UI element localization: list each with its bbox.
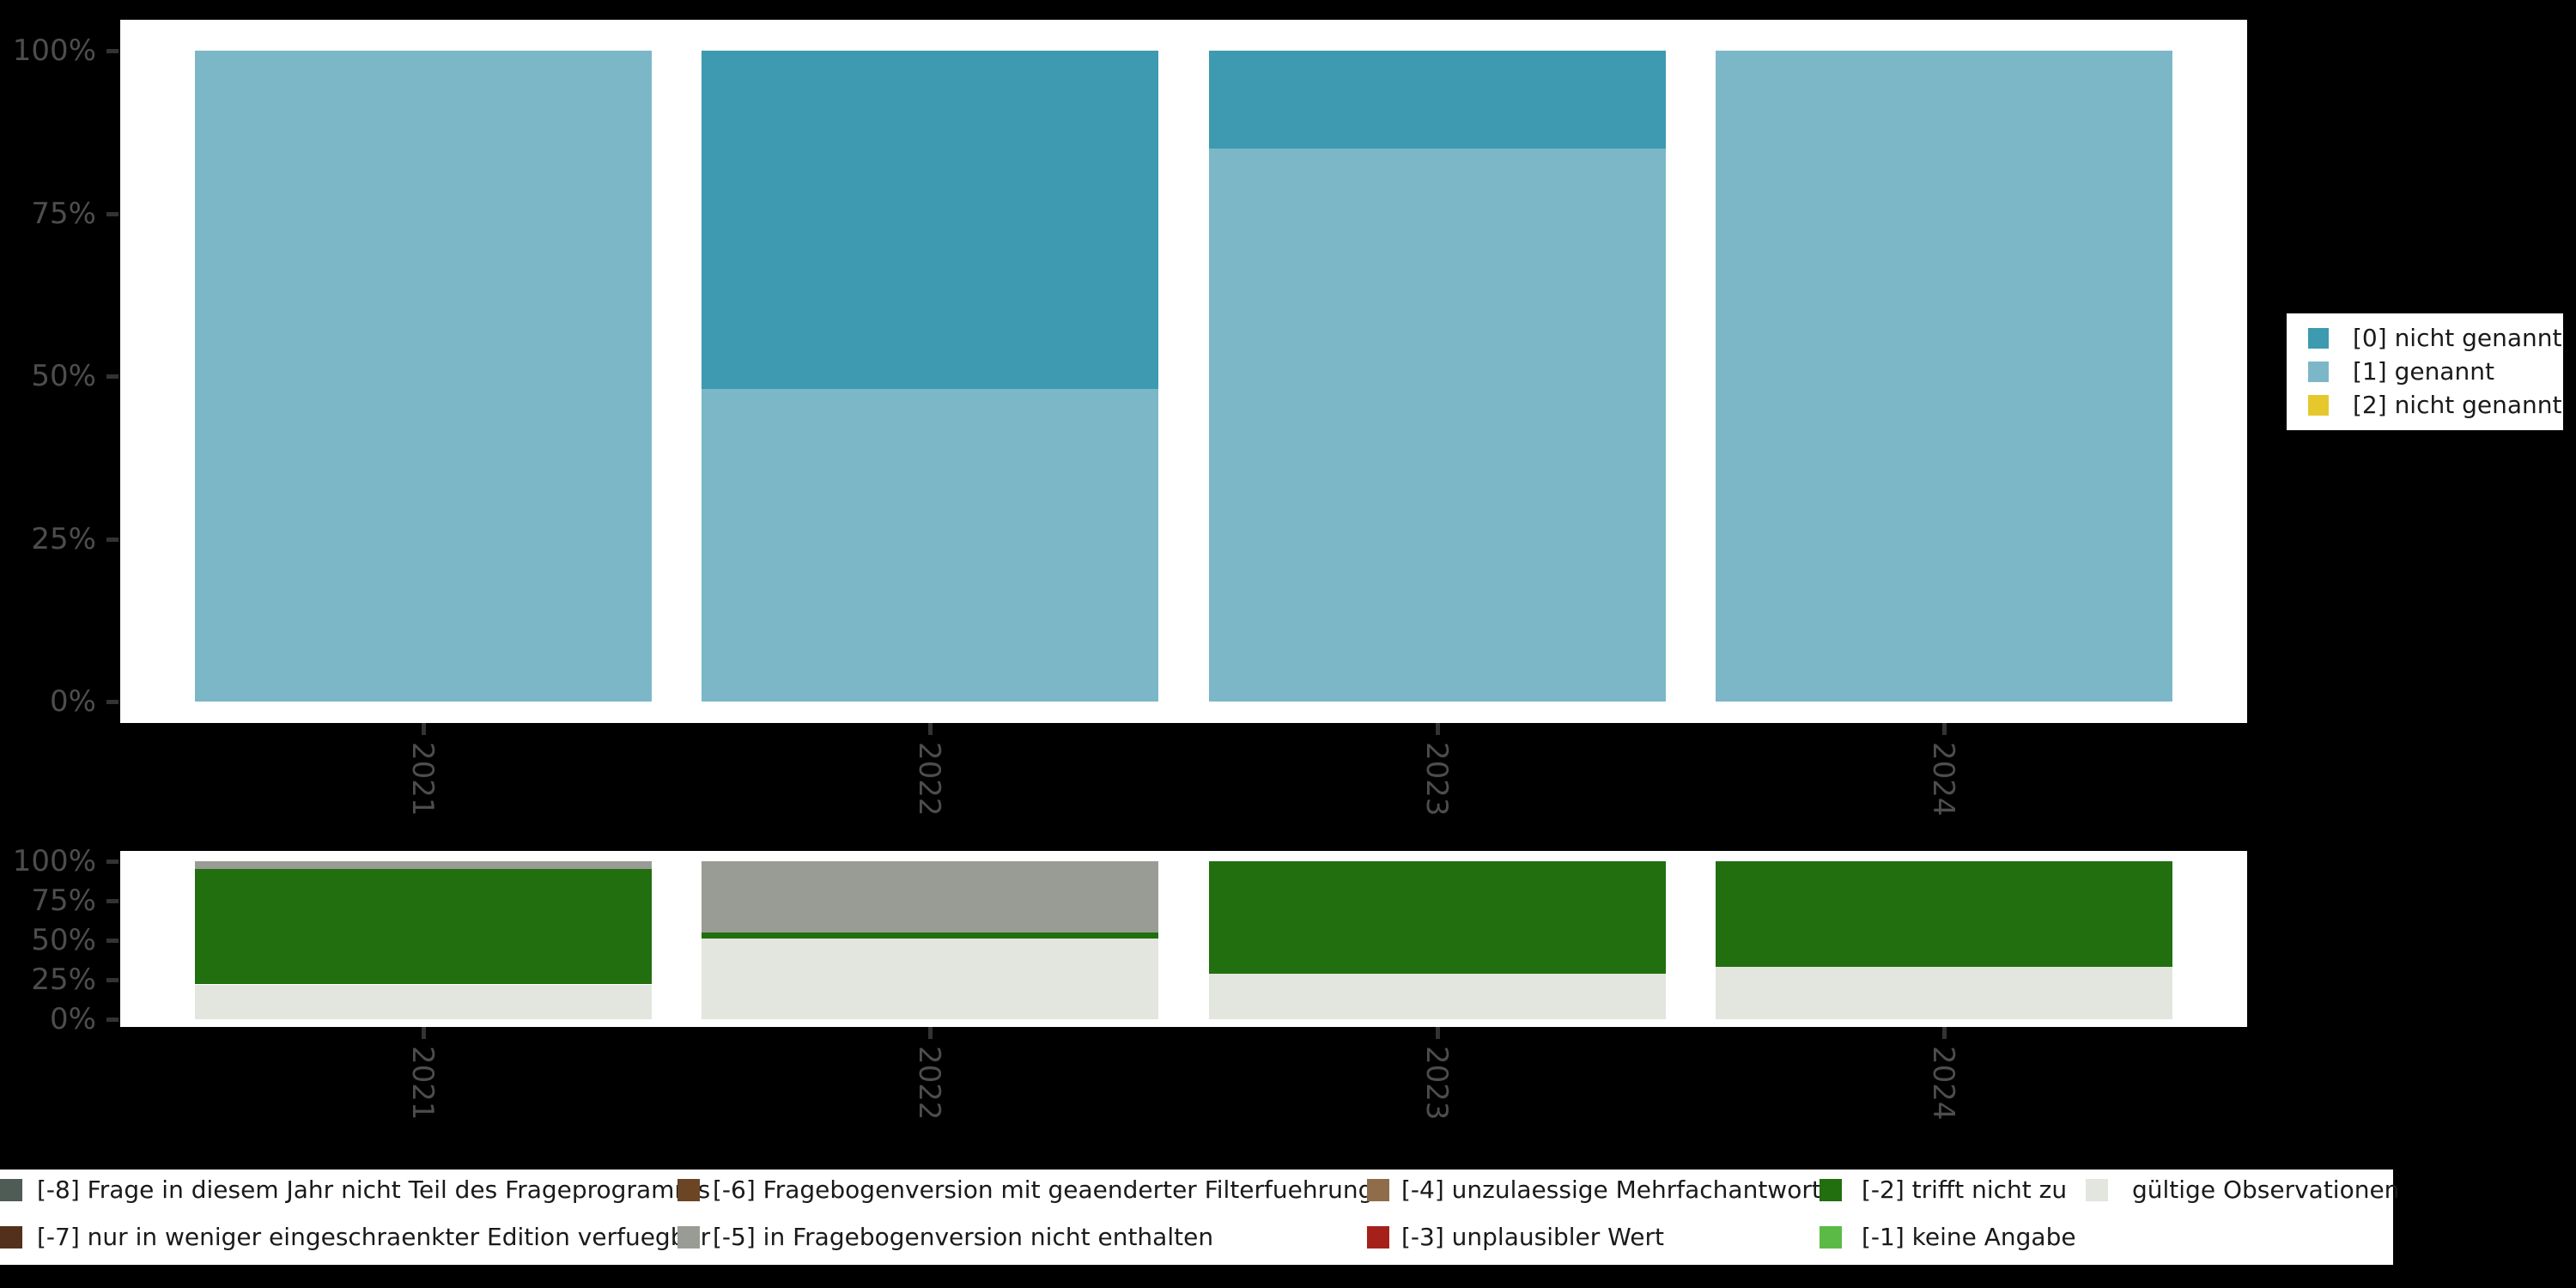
legend-swatch (0, 1179, 22, 1201)
x-axis-tick-label: 2022 (912, 1046, 946, 1121)
legend-label: [-5] in Fragebogenversion nicht enthalte… (713, 1222, 1214, 1251)
bar-segment-2022-cat1 (702, 389, 1158, 702)
legend-label: [-4] unzulaessige Mehrfachantwort (1401, 1175, 1821, 1204)
legend-swatch (1367, 1179, 1389, 1201)
legend-label: [-1] keine Angabe (1862, 1222, 2076, 1251)
bar-segment-2021-cat1 (195, 51, 652, 702)
legend-swatch (0, 1226, 22, 1249)
legend-box: [0] nicht genannt [1] genannt [2] nicht ge… (2287, 313, 2563, 430)
legend-swatch (1367, 1226, 1389, 1249)
bar-segment-2023-cat0 (1209, 51, 1666, 149)
x-tick-mark (1436, 1027, 1440, 1039)
x-tick-mark (928, 723, 933, 735)
y-axis-tick-label: 100% (12, 33, 96, 68)
legend-entry: [1] genannt (2308, 356, 2563, 386)
y-axis-tick-label: 25% (31, 522, 96, 556)
legend-swatch (1820, 1226, 1842, 1249)
legend-swatch (2308, 327, 2329, 349)
legend-entry: [0] nicht genannt (2308, 323, 2563, 352)
x-axis-tick-label: 2024 (1926, 742, 1960, 817)
y-tick-mark (106, 939, 118, 943)
bar-segment-2021-m2 (195, 869, 652, 984)
y-tick-mark (106, 700, 118, 704)
y-axis-tick-label: 75% (31, 884, 96, 918)
legend-label: [0] nicht genannt (2353, 323, 2562, 352)
legend-label: [1] genannt (2353, 356, 2494, 386)
legend-label: [-6] Fragebogenversion mit geaenderter F… (713, 1175, 1374, 1204)
legend-swatch (677, 1226, 700, 1249)
bar-segment-2024-cat1 (1716, 51, 2172, 702)
y-tick-mark (106, 860, 118, 864)
legend-swatch (2308, 395, 2329, 416)
x-tick-mark (928, 1027, 933, 1039)
legend-swatch (2308, 361, 2329, 382)
x-axis-tick-label: 2021 (405, 1046, 440, 1121)
x-tick-mark (422, 723, 426, 735)
y-axis-tick-label: 25% (31, 963, 96, 997)
x-axis-tick-label: 2023 (1419, 742, 1454, 817)
y-tick-mark (106, 49, 118, 53)
bar-segment-2022-m2 (702, 933, 1158, 939)
legend-swatch (1820, 1179, 1842, 1201)
y-axis-tick-label: 100% (12, 844, 96, 878)
bar-segment-2024-m2 (1716, 861, 2172, 967)
x-axis-tick-label: 2022 (912, 742, 946, 817)
legend-entry: [2] nicht genannt (2308, 391, 2563, 420)
bar-segment-2022-valid (702, 939, 1158, 1019)
bar-segment-2022-cat0 (702, 51, 1158, 389)
x-axis-tick-label: 2021 (405, 742, 440, 817)
y-axis-tick-label: 50% (31, 923, 96, 957)
y-axis-tick-label: 75% (31, 197, 96, 231)
legend-label: [-3] unplausibler Wert (1401, 1222, 1664, 1251)
x-tick-mark (1436, 723, 1440, 735)
x-tick-mark (1942, 723, 1947, 735)
legend-band: [-8] Frage in diesem Jahr nicht Teil des… (0, 1170, 2399, 1265)
bar-segment-2023-cat1 (1209, 149, 1666, 702)
legend-swatch (677, 1179, 700, 1201)
bar-segment-2021-valid (195, 985, 652, 1019)
y-axis-tick-label: 50% (31, 359, 96, 393)
y-tick-mark (106, 978, 118, 982)
bar-segment-2024-valid (1716, 967, 2172, 1019)
legend-label: gültige Observationen (2132, 1175, 2400, 1204)
y-axis-tick-label: 0% (50, 1002, 96, 1036)
x-axis-tick-label: 2023 (1419, 1046, 1454, 1121)
legend-label: [2] nicht genannt (2353, 391, 2562, 420)
y-axis-tick-label: 0% (50, 684, 96, 719)
y-tick-mark (106, 538, 118, 542)
bar-segment-2022-m5 (702, 861, 1158, 933)
y-tick-mark (106, 1018, 118, 1022)
y-tick-mark (106, 374, 118, 379)
x-tick-mark (422, 1027, 426, 1039)
bar-segment-2023-m2 (1209, 861, 1666, 974)
legend-label: [-2] trifft nicht zu (1862, 1175, 2068, 1204)
bar-segment-2021-m5 (195, 861, 652, 869)
x-tick-mark (1942, 1027, 1947, 1039)
bar-segment-2023-valid (1209, 974, 1666, 1019)
legend-swatch (2086, 1179, 2108, 1201)
legend-label: [-7] nur in weniger eingeschraenkter Edi… (37, 1222, 711, 1251)
legend-label: [-8] Frage in diesem Jahr nicht Teil des… (37, 1175, 711, 1204)
y-tick-mark (106, 899, 118, 903)
y-tick-mark (106, 212, 118, 216)
x-axis-tick-label: 2024 (1926, 1046, 1960, 1121)
